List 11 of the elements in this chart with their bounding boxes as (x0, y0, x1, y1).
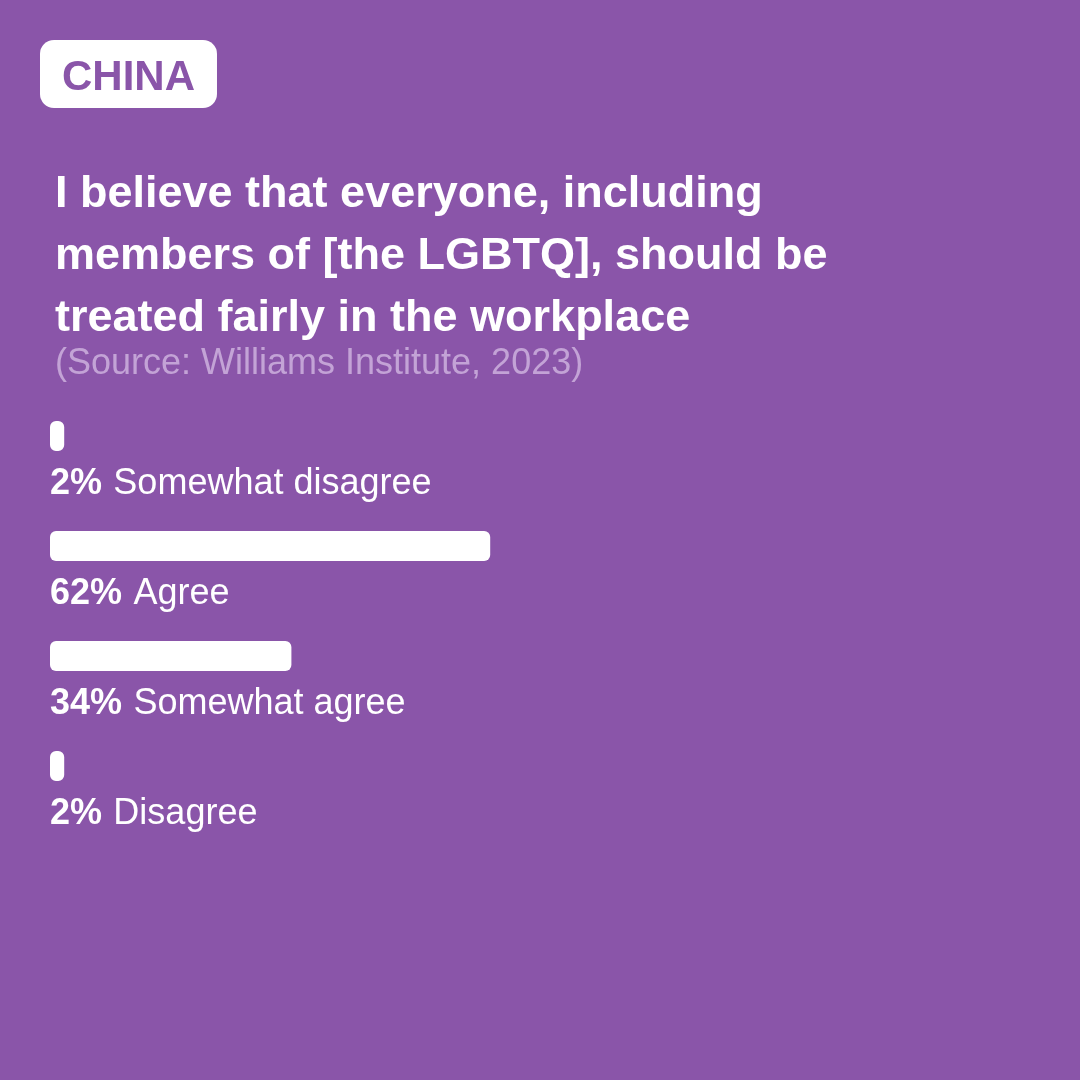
y-tick-label: Disagree (113, 790, 258, 832)
data-label: 2% (50, 460, 103, 502)
y-tick-label: Agree (133, 570, 230, 612)
data-label: 62% (50, 570, 123, 612)
chart-title: I believe that everyone, including members of [the LGBTQ], should be treated fairly in the workplace (55, 165, 841, 341)
y-tick-label: Somewhat agree (133, 680, 406, 722)
text: (Source: Williams Institute, 2023) (55, 340, 584, 382)
y-tick-label: Somewhat disagree (113, 460, 432, 502)
data-label: 2% (50, 790, 103, 832)
text: CHINA (62, 51, 195, 99)
data-label: 34% (50, 680, 123, 722)
